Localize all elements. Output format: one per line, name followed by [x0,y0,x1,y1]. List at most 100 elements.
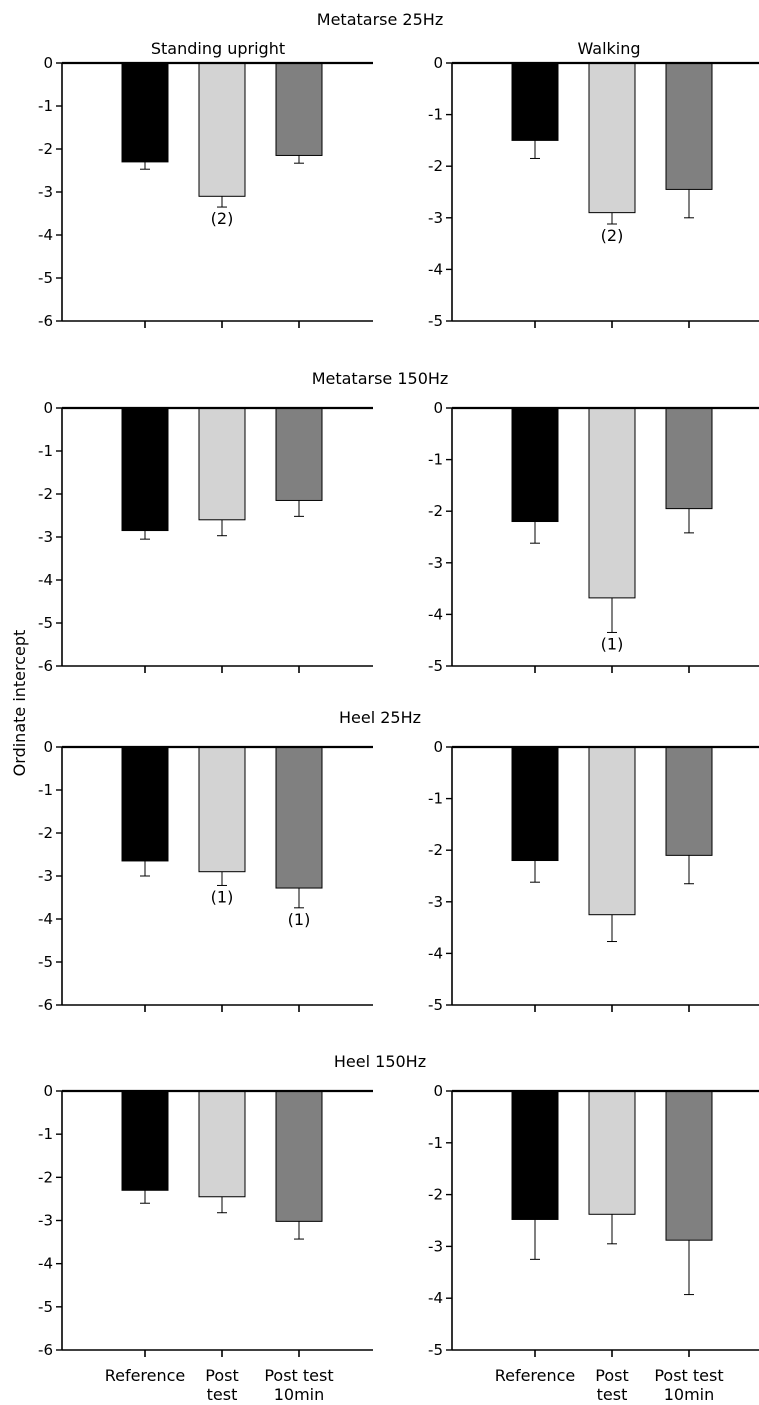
y-tick-label: -6 [38,657,53,675]
y-tick-label: -3 [428,893,443,911]
category-label: Post test [264,1366,333,1385]
category-label: Post [595,1366,628,1385]
y-tick-label: 0 [43,54,53,72]
bar-1 [122,408,168,531]
panel-2: 0 -1 -2 -3 -4 -5 (2) [428,54,759,330]
column-title-standing: Standing upright [151,39,285,58]
y-tick-label: -1 [428,1134,443,1152]
bar-3 [666,63,712,189]
y-tick-label: -1 [428,451,443,469]
y-tick-label: 0 [433,54,443,72]
y-tick-label: 0 [43,1082,53,1100]
category-label: Post [205,1366,238,1385]
bar-3 [666,408,712,509]
y-tick-label: -2 [38,140,53,158]
bar-2 [199,747,245,872]
y-tick-label: -4 [38,226,53,244]
bar-1 [122,1091,168,1190]
y-tick-label: -5 [38,269,53,287]
bar-1 [512,408,558,522]
category-label: 10min [664,1385,715,1404]
bar-2 [199,408,245,520]
panel-8: 0 -1 -2 -3 -4 -5 [428,1082,759,1359]
y-tick-label: -2 [428,841,443,859]
y-tick-label: -1 [38,1125,53,1143]
y-tick-label: -4 [38,1255,53,1273]
y-tick-label: -2 [428,502,443,520]
panel-title: Heel 25Hz [339,708,421,727]
y-tick-label: -3 [38,183,53,201]
y-tick-label: 0 [43,738,53,756]
panel-4: 0 -1 -2 -3 -4 -5 (1) [428,399,759,675]
bar-1 [122,63,168,162]
y-tick-label: 0 [433,738,443,756]
y-tick-label: -6 [38,996,53,1014]
bar-3 [276,747,322,888]
panel-title: Metatarse 25Hz [317,10,443,29]
bar-3 [276,408,322,500]
y-tick-label: -2 [38,824,53,842]
y-tick-label: -4 [38,571,53,589]
bar-2 [589,63,635,213]
column-title-walking: Walking [577,39,640,58]
y-tick-label: 0 [433,399,443,417]
significance-label: (1) [288,910,311,929]
y-tick-label: -5 [428,312,443,330]
category-label: Post test [654,1366,723,1385]
panel-title: Metatarse 150Hz [312,369,449,388]
panel-1: Metatarse 25Hz 0 -1 -2 -3 -4 -5 -6 (2) [38,10,443,330]
y-tick-label: -1 [38,97,53,115]
y-axis-label: Ordinate intercept [10,630,29,777]
y-tick-label: -3 [38,528,53,546]
bar-1 [122,747,168,861]
bar-1 [512,747,558,861]
y-tick-label: -1 [38,442,53,460]
bar-2 [199,1091,245,1197]
y-tick-label: 0 [43,399,53,417]
y-tick-label: -3 [428,209,443,227]
category-label: test [597,1385,628,1404]
y-tick-label: -5 [428,1341,443,1359]
y-tick-label: -6 [38,1341,53,1359]
y-tick-label: -1 [428,106,443,124]
bar-2 [589,747,635,915]
category-label: test [207,1385,238,1404]
y-tick-label: -5 [38,614,53,632]
y-tick-label: -2 [428,1186,443,1204]
y-tick-label: -6 [38,312,53,330]
category-label: Reference [105,1366,186,1385]
category-label: 10min [274,1385,325,1404]
bar-1 [512,63,558,140]
panel-6: 0 -1 -2 -3 -4 -5 [428,738,759,1014]
y-tick-label: -4 [428,605,443,623]
y-tick-label: -3 [38,867,53,885]
y-tick-label: -3 [428,1237,443,1255]
panel-7: Heel 150Hz 0 -1 -2 -3 -4 -5 -6 [38,1052,426,1359]
y-tick-label: 0 [433,1082,443,1100]
panel-3: Metatarse 150Hz 0 -1 -2 -3 -4 -5 -6 [38,369,448,675]
panel-5: Heel 25Hz 0 -1 -2 -3 -4 -5 -6 (1) (1) [38,708,421,1014]
significance-label: (2) [601,226,624,245]
y-tick-label: -3 [428,554,443,572]
y-tick-label: -1 [38,781,53,799]
bar-1 [512,1091,558,1219]
bar-2 [199,63,245,196]
y-tick-label: -2 [428,157,443,175]
category-label: Reference [495,1366,576,1385]
y-tick-label: -5 [428,657,443,675]
bar-3 [276,1091,322,1221]
y-tick-label: -5 [38,1298,53,1316]
bar-3 [666,747,712,855]
y-tick-label: -5 [38,953,53,971]
y-tick-label: -2 [38,485,53,503]
bar-2 [589,1091,635,1214]
y-tick-label: -4 [428,1289,443,1307]
y-tick-label: -5 [428,996,443,1014]
bar-3 [276,63,322,155]
y-tick-label: -4 [428,944,443,962]
y-tick-label: -4 [38,910,53,928]
y-tick-label: -2 [38,1168,53,1186]
significance-label: (1) [211,887,234,906]
bar-3 [666,1091,712,1240]
